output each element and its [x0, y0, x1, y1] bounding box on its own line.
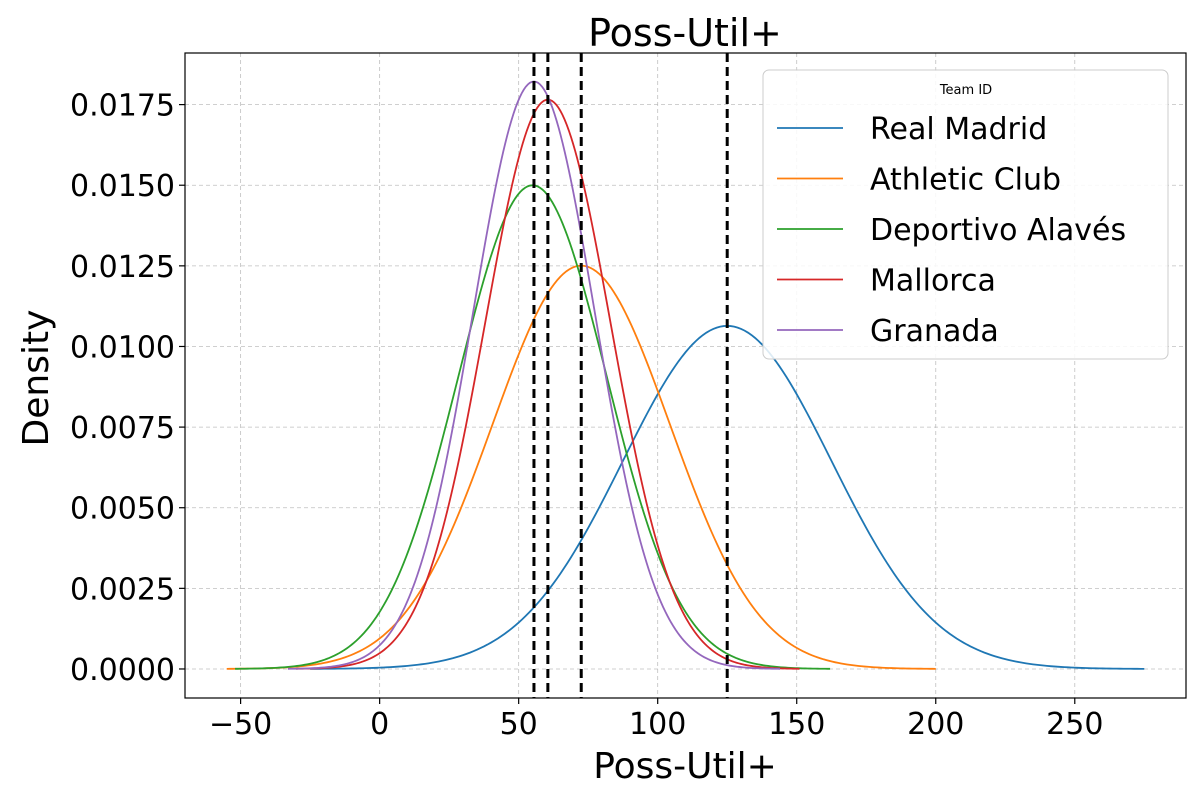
- legend-title: Team ID: [939, 83, 992, 98]
- y-tick-label: 0.0175: [70, 89, 175, 124]
- legend-label: Granada: [870, 314, 999, 349]
- x-tick-label: 200: [907, 707, 964, 742]
- x-tick-label: 150: [768, 707, 825, 742]
- y-tick-label: 0.0000: [70, 653, 175, 688]
- plot-area: [226, 53, 1145, 698]
- x-tick-label: 0: [370, 707, 389, 742]
- axes-frame: [184, 52, 1187, 699]
- x-tick-label: 50: [500, 707, 538, 742]
- x-axis-label: Poss-Util+: [593, 746, 777, 787]
- legend-label: Athletic Club: [870, 163, 1061, 198]
- chart-title: Poss-Util+: [588, 11, 782, 55]
- legend-entries: Real Madrid Athletic Club Deportivo Alavés…: [777, 112, 1126, 349]
- legend-box: [762, 69, 1169, 360]
- x-tick-label: 100: [629, 707, 686, 742]
- y-tick-label: 0.0025: [70, 572, 175, 607]
- y-tick-label: 0.0100: [70, 330, 175, 365]
- x-axis-ticks: −50 0 50 100 150 200 250: [209, 698, 1103, 742]
- x-tick-label: 250: [1046, 707, 1103, 742]
- y-tick-label: 0.0150: [70, 169, 175, 204]
- y-axis-label: Density: [16, 310, 57, 447]
- y-tick-label: 0.0125: [70, 250, 175, 285]
- x-tick-label: −50: [209, 707, 272, 742]
- y-tick-label: 0.0075: [70, 411, 175, 446]
- y-axis-ticks: 0.0000 0.0025 0.0050 0.0075 0.0100 0.0125 0.01…: [70, 89, 185, 688]
- legend-label: Mallorca: [870, 264, 996, 299]
- legend-label: Real Madrid: [870, 112, 1047, 147]
- legend-label: Deportivo Alavés: [870, 213, 1126, 248]
- legend: Team ID Real Madrid Athletic Club Deportiv…: [762, 69, 1169, 360]
- y-tick-label: 0.0050: [70, 492, 175, 527]
- mean-lines: [532, 53, 729, 698]
